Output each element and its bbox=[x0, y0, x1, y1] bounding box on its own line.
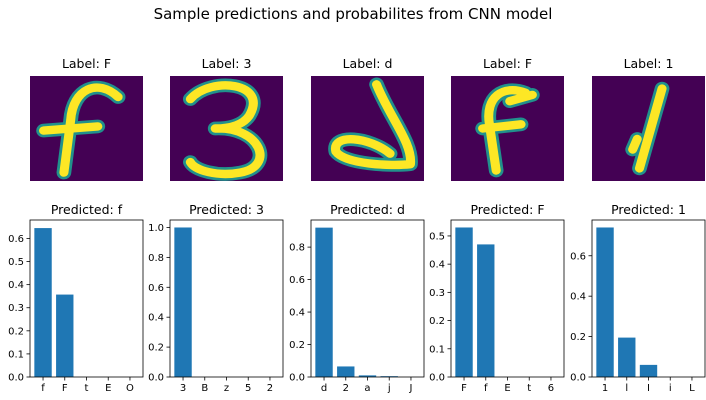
y-tick-label: 0.6 bbox=[148, 283, 164, 294]
prediction-title: Predicted: 3 bbox=[189, 202, 264, 217]
sample-image bbox=[592, 76, 705, 181]
prediction-title: Predicted: d bbox=[330, 202, 405, 217]
axes-frame bbox=[450, 219, 565, 378]
x-tick-label: E bbox=[504, 383, 510, 394]
bar-F bbox=[455, 227, 473, 377]
panel-3: Label: d Predicted: d d 2 a j J 0.0 0.2 0.4 0.6 0.8 bbox=[289, 56, 425, 394]
y-tick-label: 0.4 bbox=[429, 260, 445, 271]
y-tick-label: 0.1 bbox=[8, 349, 24, 360]
image-title: Label: d bbox=[343, 56, 393, 71]
image-title: Label: 1 bbox=[624, 56, 674, 71]
axes-frame bbox=[310, 219, 425, 378]
image-title: Label: F bbox=[62, 56, 111, 71]
glyph-stroke bbox=[39, 83, 123, 177]
y-tick-label: 0.2 bbox=[429, 316, 445, 327]
bar-f bbox=[34, 228, 52, 377]
axes-frame bbox=[591, 219, 706, 378]
y-tick-label: 0.8 bbox=[148, 253, 164, 264]
y-tick-label: 0.2 bbox=[289, 340, 305, 351]
prediction-title: Predicted: 1 bbox=[611, 202, 686, 217]
x-tick-label: f bbox=[41, 383, 45, 394]
x-tick-label: F bbox=[461, 383, 467, 394]
x-tick-label: L bbox=[689, 383, 695, 394]
y-tick-label: 0.0 bbox=[148, 373, 164, 384]
y-tick-label: 0.2 bbox=[8, 326, 24, 337]
bar-3 bbox=[174, 227, 192, 377]
x-tick-label: a bbox=[364, 383, 370, 394]
axes-frame bbox=[29, 219, 144, 378]
bar-d bbox=[315, 227, 333, 377]
y-tick-label: 0.5 bbox=[429, 231, 445, 242]
x-tick-label: j bbox=[387, 383, 391, 394]
x-tick-label: 1 bbox=[602, 383, 608, 394]
sample-image bbox=[311, 76, 424, 181]
y-tick-label: 0.2 bbox=[148, 343, 164, 354]
x-tick-label: 2 bbox=[267, 383, 273, 394]
x-tick-label: t bbox=[85, 383, 89, 394]
x-tick-label: l bbox=[625, 383, 628, 394]
x-tick-label: 5 bbox=[245, 383, 251, 394]
sample-image bbox=[30, 76, 143, 181]
x-tick-label: J bbox=[408, 383, 412, 394]
glyph-stroke bbox=[185, 81, 265, 179]
image-title: Label: 3 bbox=[202, 56, 252, 71]
bar-j bbox=[380, 376, 398, 377]
bar-F bbox=[56, 294, 74, 377]
x-tick-label: F bbox=[62, 383, 68, 394]
y-tick-label: 0.0 bbox=[289, 373, 305, 384]
x-tick-label: z bbox=[224, 383, 229, 394]
y-tick-label: 0.4 bbox=[289, 308, 305, 319]
y-tick-label: 0.4 bbox=[570, 292, 586, 303]
x-tick-label: 3 bbox=[180, 383, 186, 394]
y-tick-label: 0.3 bbox=[429, 288, 445, 299]
y-tick-label: 0.2 bbox=[570, 332, 586, 343]
x-tick-label: B bbox=[201, 383, 208, 394]
y-tick-label: 0.6 bbox=[289, 275, 305, 286]
x-tick-label: O bbox=[126, 383, 134, 394]
x-tick-label: 6 bbox=[548, 383, 554, 394]
bar-2 bbox=[337, 366, 355, 377]
glyph-stroke bbox=[331, 80, 415, 170]
y-tick-label: 0.6 bbox=[570, 251, 586, 262]
y-tick-label: 0.6 bbox=[8, 234, 24, 245]
y-tick-label: 0.0 bbox=[8, 373, 24, 384]
prediction-title: Predicted: f bbox=[51, 202, 123, 217]
glyph-stroke bbox=[628, 84, 667, 173]
bar-f bbox=[477, 244, 495, 377]
sample-image bbox=[451, 76, 564, 181]
y-tick-label: 0.0 bbox=[429, 373, 445, 384]
y-tick-label: 0.3 bbox=[8, 303, 24, 314]
x-tick-label: d bbox=[321, 383, 327, 394]
x-tick-label: E bbox=[105, 383, 111, 394]
x-tick-label: i bbox=[669, 383, 672, 394]
bar-a bbox=[358, 375, 377, 377]
y-tick-label: 0.4 bbox=[148, 313, 164, 324]
y-tick-label: 0.0 bbox=[570, 373, 586, 384]
x-tick-label: t bbox=[527, 383, 531, 394]
y-tick-label: 1.0 bbox=[148, 223, 164, 234]
axes-frame bbox=[169, 219, 284, 378]
bar-I bbox=[639, 364, 658, 377]
y-tick-label: 0.1 bbox=[429, 344, 445, 355]
x-tick-label: I bbox=[647, 383, 650, 394]
y-tick-label: 0.8 bbox=[289, 243, 305, 254]
sample-image bbox=[170, 76, 283, 181]
glyph-stroke bbox=[478, 86, 537, 175]
prediction-title: Predicted: F bbox=[470, 202, 544, 217]
image-title: Label: F bbox=[483, 56, 532, 71]
bar-l bbox=[618, 337, 636, 377]
y-tick-label: 0.4 bbox=[8, 280, 24, 291]
figure-title: Sample predictions and probabilites from… bbox=[154, 5, 553, 23]
y-tick-label: 0.5 bbox=[8, 257, 24, 268]
bar-1 bbox=[596, 227, 614, 377]
x-tick-label: 2 bbox=[343, 383, 349, 394]
x-tick-label: f bbox=[484, 383, 488, 394]
